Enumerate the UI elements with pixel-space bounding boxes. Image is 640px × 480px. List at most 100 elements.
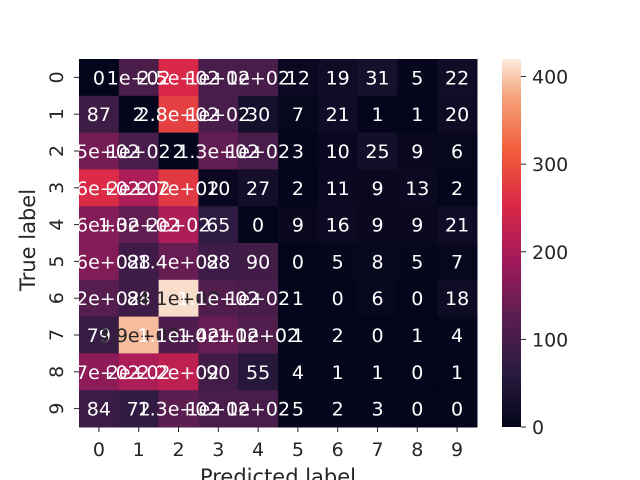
heatmap-cell-label: 2 <box>292 178 304 200</box>
heatmap-cell-label: 72 <box>127 399 151 421</box>
heatmap-cell <box>357 169 398 207</box>
heatmap-cell <box>238 279 279 318</box>
heatmap-cell-label: 10 <box>206 178 230 200</box>
heatmap-cell <box>357 95 398 134</box>
colorbar-tick-label: 0 <box>532 417 544 439</box>
heatmap-cell <box>238 206 279 244</box>
y-tick-label: 5 <box>46 255 68 267</box>
heatmap-cell <box>238 243 279 281</box>
heatmap-cell-label: 2.6e+02 <box>58 178 140 200</box>
heatmap-cell-label: 1e+02 <box>226 67 290 89</box>
y-tick-label: 9 <box>46 403 68 415</box>
colorbar-tick-label: 300 <box>532 154 568 176</box>
heatmap-cell-label: 10 <box>326 141 350 163</box>
heatmap-cell-label: 27 <box>246 178 270 200</box>
heatmap-cell <box>158 169 199 207</box>
heatmap-cell <box>238 132 279 170</box>
heatmap-cell <box>278 390 319 428</box>
heatmap-cell <box>397 169 438 207</box>
heatmap-cell <box>317 95 359 134</box>
heatmap-cell-label: 0 <box>411 288 423 310</box>
heatmap-cell <box>198 279 239 318</box>
heatmap-cell-label: 3.9e+02 <box>98 325 180 347</box>
heatmap-cell <box>357 390 398 428</box>
heatmap-cell-label: 65 <box>206 215 230 237</box>
heatmap-cell-label: 2 <box>133 104 145 126</box>
heatmap-cell <box>357 206 398 244</box>
heatmap-cell-label: 2 <box>172 141 184 163</box>
heatmap-cell <box>118 316 160 354</box>
heatmap-cell-label: 11 <box>326 178 350 200</box>
heatmap-cell <box>437 243 478 281</box>
heatmap-cell-label: 1.3e+02 <box>98 215 180 237</box>
y-tick-label: 3 <box>46 182 68 194</box>
heatmap-cell <box>357 279 398 318</box>
heatmap-cell-label: 25 <box>365 141 389 163</box>
heatmap-cell <box>357 59 398 97</box>
x-axis-label: Predicted label <box>200 465 356 480</box>
heatmap-cell-label: 0 <box>411 399 423 421</box>
heatmap-cell <box>79 390 120 428</box>
heatmap-cell <box>198 169 239 207</box>
heatmap-cell <box>238 59 279 97</box>
heatmap-cell <box>198 316 239 354</box>
heatmap-cell-label: 84 <box>87 399 111 421</box>
heatmap-cell <box>198 59 239 97</box>
heatmap-cell-label: 2.2e+02 <box>137 362 219 384</box>
heatmap-cell <box>278 353 319 391</box>
heatmap-cells <box>79 59 478 428</box>
heatmap-cell <box>158 353 199 391</box>
heatmap-cell-label: 31 <box>365 67 389 89</box>
heatmap-cell-label: 1e+02 <box>226 399 290 421</box>
heatmap-cell <box>437 169 478 207</box>
heatmap-cell-label: 7 <box>292 104 304 126</box>
heatmap-cell-label: 90 <box>206 362 230 384</box>
heatmap-cell <box>238 390 279 428</box>
y-axis-ticks: 0 1 2 3 4 5 6 7 8 9 <box>46 71 79 415</box>
heatmap-cell-label: 1.7e+02 <box>58 362 140 384</box>
heatmap-cell-label: 6 <box>451 141 463 163</box>
colorbar-tick-label: 400 <box>532 67 568 89</box>
heatmap-cell-label: 13 <box>405 178 429 200</box>
x-tick-label: 9 <box>451 439 463 461</box>
x-tick-label: 2 <box>172 439 184 461</box>
heatmap-cell <box>198 206 239 244</box>
heatmap-cell-label: 3 <box>371 399 383 421</box>
heatmap-cell <box>118 95 160 134</box>
heatmap-cell <box>397 279 438 318</box>
colorbar <box>502 59 521 427</box>
heatmap-cell <box>357 353 398 391</box>
heatmap-cell-label: 9 <box>411 141 423 163</box>
heatmap-cell <box>437 390 478 428</box>
heatmap-cell-label: 2.7e+02 <box>137 178 219 200</box>
heatmap-cell <box>158 243 199 281</box>
heatmap-cell <box>278 169 319 207</box>
heatmap-cell-label: 0 <box>411 362 423 384</box>
heatmap-cell-label: 1.3e+02 <box>177 141 259 163</box>
heatmap-cell-label: 30 <box>246 104 270 126</box>
heatmap-cell-label: 2 <box>332 325 344 347</box>
heatmap-cell <box>397 132 438 170</box>
heatmap-cell <box>158 279 199 318</box>
heatmap-cell-label: 1e+02 <box>186 104 250 126</box>
x-axis-ticks: 0 1 2 3 4 5 6 7 8 9 <box>93 427 463 461</box>
heatmap-cell <box>118 353 160 391</box>
heatmap-cell <box>79 169 120 207</box>
heatmap-cell <box>79 132 120 170</box>
y-tick-label: 8 <box>46 366 68 378</box>
heatmap-cell <box>198 95 239 134</box>
heatmap-cell <box>317 243 359 281</box>
heatmap-cell-label: 2e+02 <box>147 215 211 237</box>
heatmap-cell <box>118 169 160 207</box>
heatmap-cell-label: 4 <box>451 325 463 347</box>
heatmap-cell-label: 7 <box>451 251 463 273</box>
heatmap-cell <box>79 59 120 97</box>
heatmap-cell-label: 1.1e+02 <box>137 325 219 347</box>
heatmap-cell-label: 1e+02 <box>186 399 250 421</box>
heatmap-cell-label: 1.1e+02 <box>177 288 259 310</box>
heatmap-cell-label: 5 <box>411 251 423 273</box>
heatmap-cell-label: 1.6e+02 <box>58 215 140 237</box>
heatmap-cell-label: 1.6e+02 <box>58 251 140 273</box>
heatmap-cell-label: 1 <box>292 325 304 347</box>
heatmap-cell <box>437 95 478 134</box>
